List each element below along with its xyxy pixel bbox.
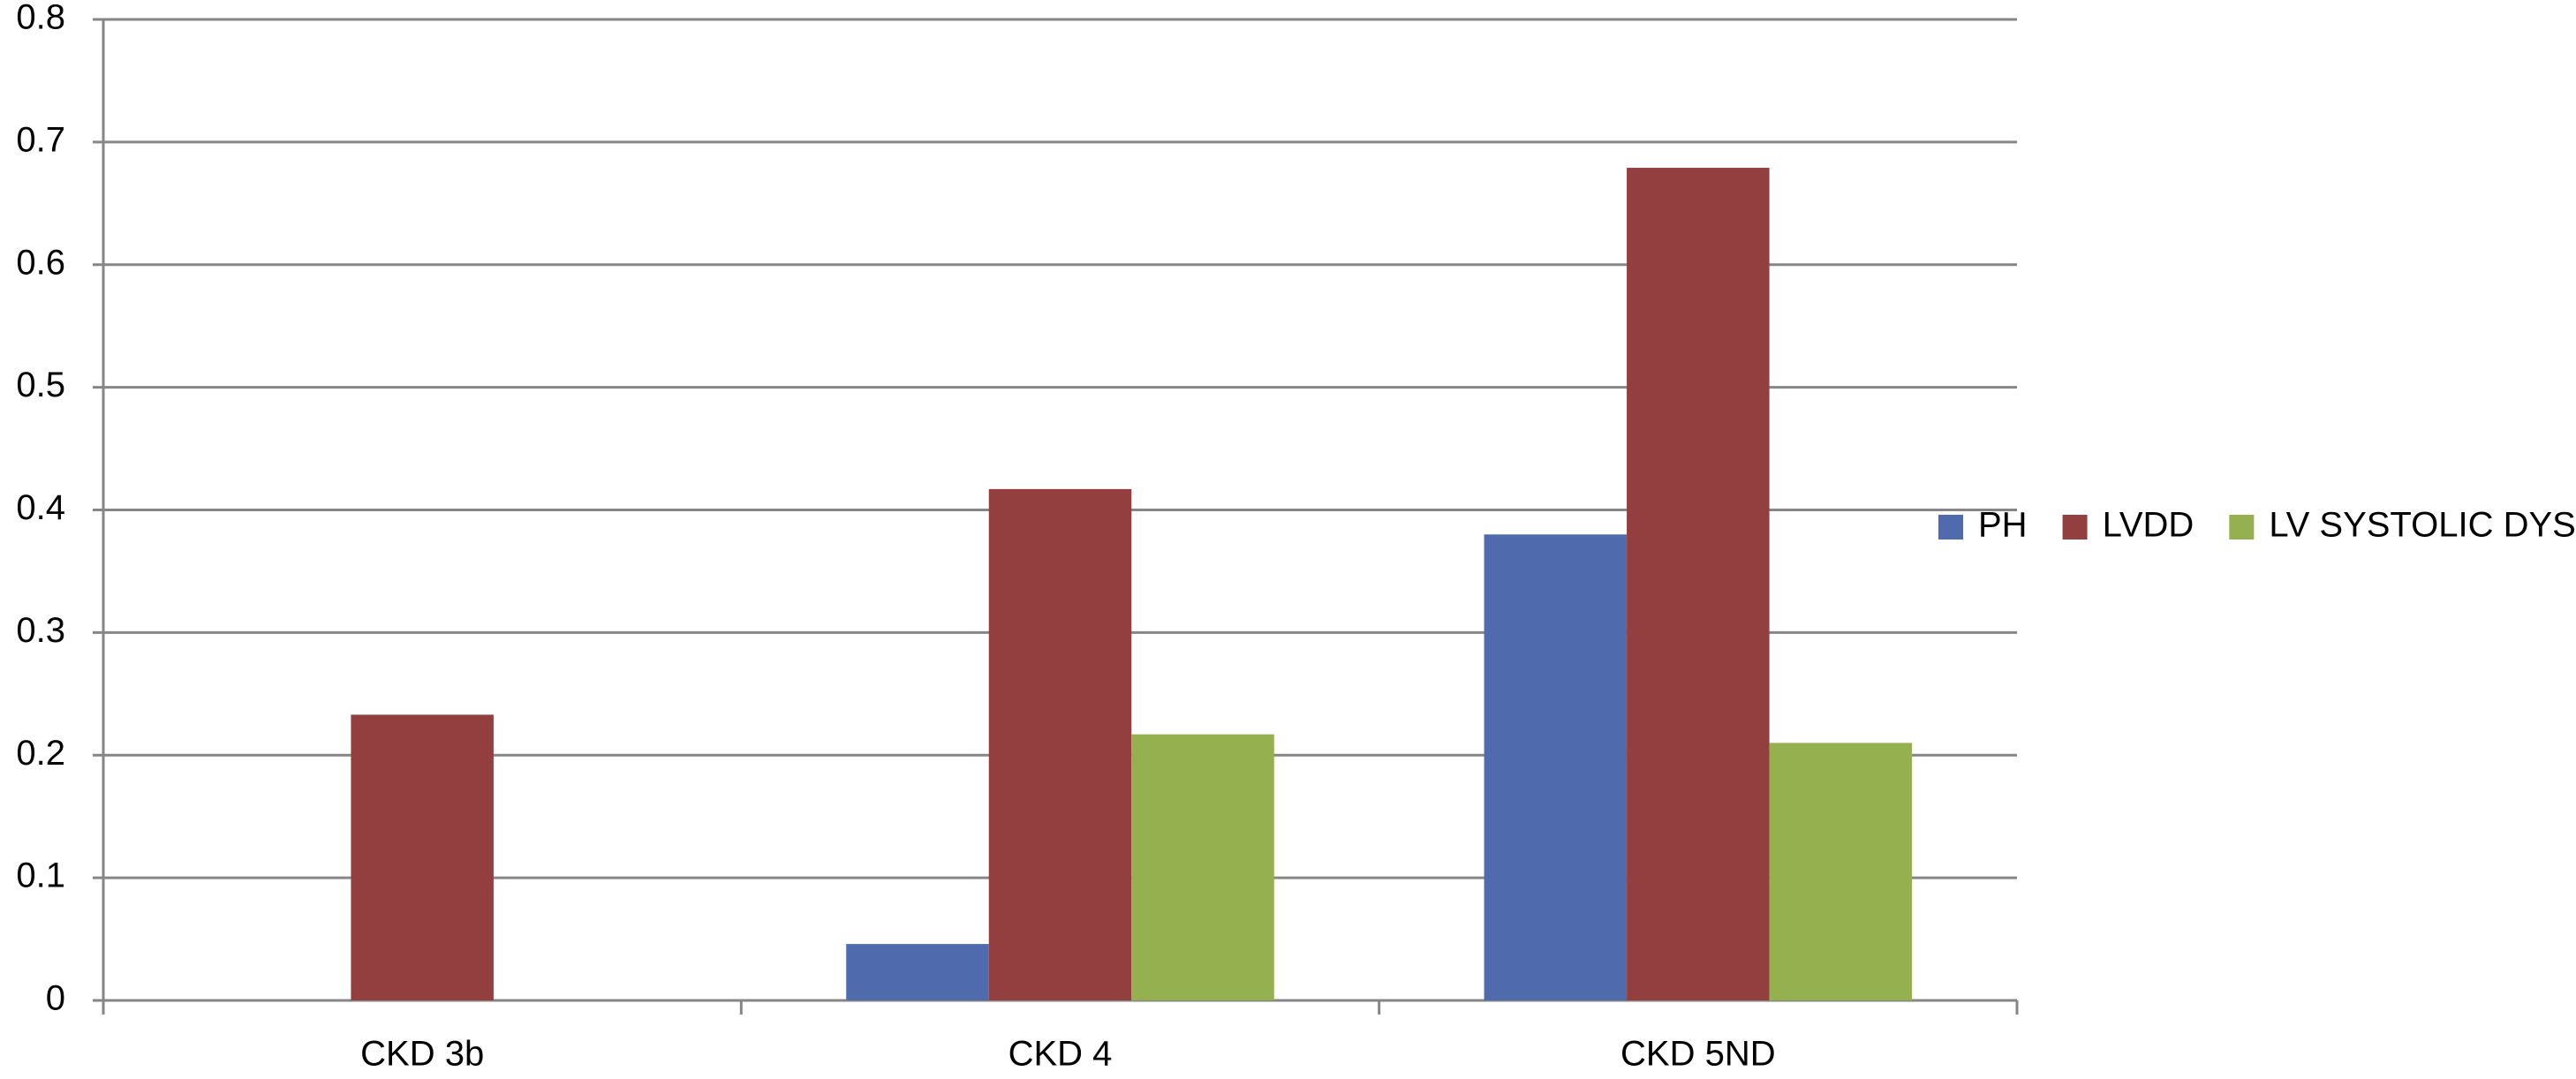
bar bbox=[1484, 534, 1628, 1000]
bar bbox=[351, 714, 494, 1000]
y-tick-label: 0.7 bbox=[16, 120, 65, 159]
x-tick-label: CKD 5ND bbox=[1620, 1035, 1776, 1074]
legend-swatch bbox=[2062, 515, 2088, 540]
y-tick-label: 0.8 bbox=[16, 0, 65, 37]
bar bbox=[1627, 168, 1770, 1000]
y-tick-label: 0.2 bbox=[16, 734, 65, 773]
legend-label: PH bbox=[1978, 506, 2028, 545]
x-tick-label: CKD 3b bbox=[360, 1035, 484, 1074]
legend-swatch bbox=[2229, 515, 2255, 540]
legend-label: LVDD bbox=[2103, 506, 2195, 545]
y-tick-label: 0.6 bbox=[16, 243, 65, 282]
legend-label: LV SYSTOLIC DYS bbox=[2269, 506, 2576, 545]
y-tick-label: 0.1 bbox=[16, 856, 65, 895]
legend-swatch bbox=[1938, 515, 1963, 540]
bar bbox=[1131, 734, 1274, 1000]
bar bbox=[1769, 743, 1913, 1000]
y-tick-label: 0 bbox=[46, 979, 65, 1018]
y-tick-label: 0.5 bbox=[16, 366, 65, 404]
bar bbox=[846, 944, 989, 1000]
y-tick-label: 0.4 bbox=[16, 488, 65, 527]
bar bbox=[988, 488, 1132, 1000]
x-tick-label: CKD 4 bbox=[1008, 1035, 1113, 1074]
y-tick-label: 0.3 bbox=[16, 611, 65, 650]
